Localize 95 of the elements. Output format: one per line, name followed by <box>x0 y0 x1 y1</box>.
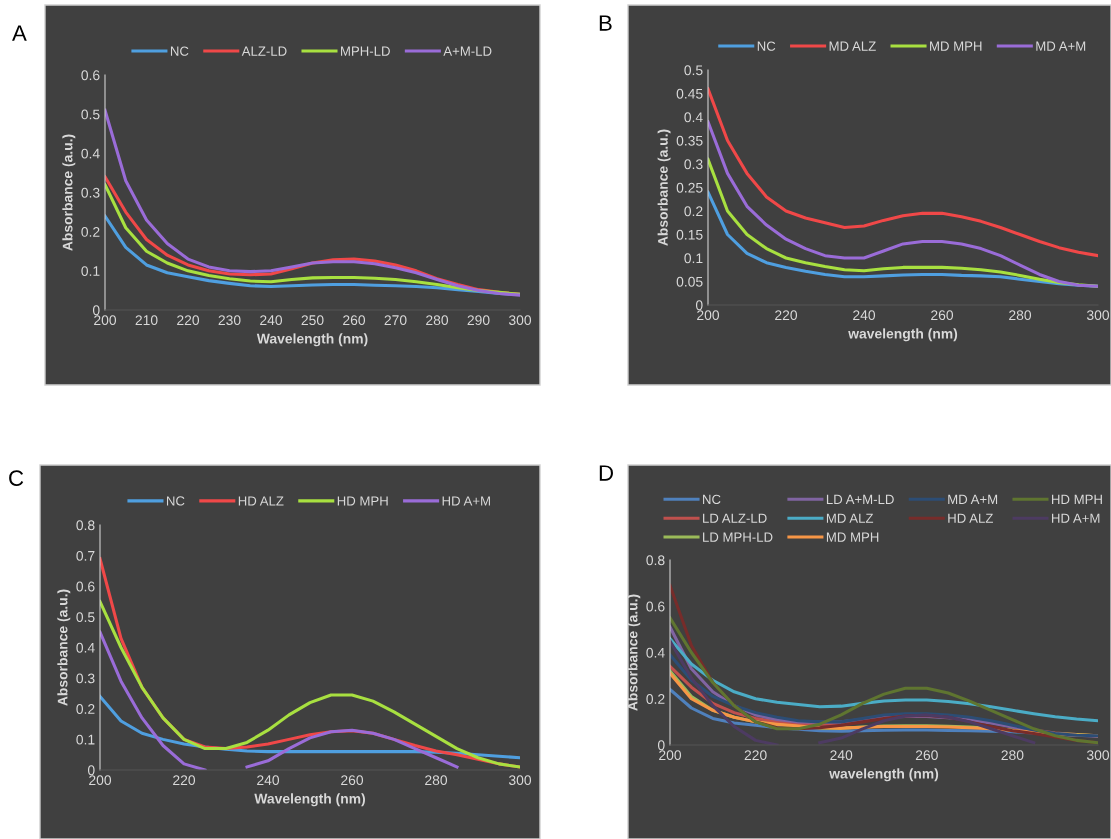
y-tick-label: 0 <box>657 740 665 751</box>
x-tick-label: 200 <box>94 315 117 326</box>
x-tick-label: 200 <box>659 750 682 761</box>
y-tick-label: 0.2 <box>81 227 100 237</box>
x-tick-label: 280 <box>425 775 448 786</box>
legend-label: NC <box>170 46 189 56</box>
legend-label: LD MPH-LD <box>703 532 773 542</box>
legend-label: MPH-LD <box>341 46 390 56</box>
x-tick-label: 220 <box>177 315 200 326</box>
y-tick-label: 0.4 <box>81 148 100 159</box>
chart-title: C <box>9 470 24 486</box>
legend-label: HD MPH <box>1052 494 1102 504</box>
legend-label: MD ALZ <box>829 41 876 51</box>
x-tick-label: 220 <box>744 750 767 761</box>
x-tick-label: 300 <box>508 775 532 786</box>
y-axis-title: Absorbance (a.u.) <box>62 134 76 251</box>
x-axis-title: wavelength (nm) <box>848 328 958 342</box>
y-tick-label: 0 <box>695 300 703 311</box>
x-tick-label: 240 <box>853 310 876 321</box>
y-tick-label: 0.1 <box>76 734 95 745</box>
y-tick-label: 0 <box>87 765 95 776</box>
legend-label: HD A+M <box>442 496 490 506</box>
x-tick-label: 240 <box>257 775 280 786</box>
legend-label: HD A+M <box>1052 513 1100 523</box>
x-tick-label: 240 <box>830 750 853 761</box>
legend-label: MD A+M <box>1036 41 1086 51</box>
y-tick-label: 0.6 <box>81 70 100 81</box>
y-tick-label: 0.05 <box>676 276 703 287</box>
legend-label: LD ALZ-LD <box>703 513 767 523</box>
x-tick-label: 300 <box>1086 750 1110 761</box>
y-tick-label: 0.2 <box>684 206 703 217</box>
x-tick-label: 300 <box>508 315 532 326</box>
x-tick-label: 260 <box>341 775 364 786</box>
y-axis-title: Absorbance (a.u.) <box>57 589 71 706</box>
y-tick-label: 0.4 <box>646 647 665 658</box>
y-tick-label: 0.3 <box>76 673 95 684</box>
chart-title: D <box>599 465 613 481</box>
legend-label: HD MPH <box>337 496 388 506</box>
legend-label: LD A+M-LD <box>826 494 894 504</box>
legend-label: NC <box>757 41 776 51</box>
y-tick-label: 0 <box>92 305 100 316</box>
x-tick-label: 260 <box>931 310 954 321</box>
legend-label: ALZ-LD <box>241 46 287 56</box>
y-tick-label: 0.3 <box>684 159 703 170</box>
y-tick-label: 0.5 <box>684 65 703 76</box>
x-tick-label: 240 <box>260 315 283 326</box>
x-axis-title: Wavelength (nm) <box>256 333 368 347</box>
y-tick-label: 0.45 <box>676 88 703 99</box>
x-tick-label: 290 <box>467 315 490 326</box>
y-tick-label: 0.4 <box>76 642 95 653</box>
y-tick-label: 0.3 <box>81 187 100 198</box>
x-tick-label: 220 <box>173 775 196 786</box>
x-tick-label: 280 <box>1009 310 1032 321</box>
x-tick-label: 250 <box>301 315 324 326</box>
x-axis-title: Wavelength (nm) <box>254 793 365 807</box>
x-tick-label: 270 <box>384 315 407 326</box>
legend-label: NC <box>166 496 185 506</box>
y-tick-label: 0.4 <box>684 112 703 123</box>
y-tick-label: 0.35 <box>676 135 703 146</box>
x-tick-label: 210 <box>135 315 158 326</box>
legend-label: MD A+M <box>948 494 998 504</box>
legend-label: NC <box>703 494 721 505</box>
x-tick-label: 230 <box>218 315 241 326</box>
y-tick-label: 0.15 <box>676 229 703 240</box>
y-tick-label: 0.5 <box>81 109 100 120</box>
legend-label: A+M-LD <box>443 46 492 56</box>
y-tick-label: 0.6 <box>646 601 665 612</box>
y-tick-label: 0.1 <box>81 266 100 276</box>
x-tick-label: 220 <box>775 310 798 321</box>
y-tick-label: 0.1 <box>684 253 703 264</box>
x-axis-title: wavelength (nm) <box>829 768 939 782</box>
x-tick-label: 280 <box>426 315 449 326</box>
y-tick-label: 0.2 <box>76 704 95 714</box>
legend-label: HD ALZ <box>238 496 284 506</box>
x-tick-label: 200 <box>89 775 112 786</box>
x-tick-label: 260 <box>915 750 938 761</box>
y-tick-label: 0.8 <box>646 555 665 566</box>
y-tick-label: 0.25 <box>676 182 703 193</box>
y-tick-label: 0.2 <box>646 694 665 704</box>
y-tick-label: 0.7 <box>76 550 95 561</box>
legend-label: MD MPH <box>930 41 982 51</box>
y-tick-label: 0.6 <box>76 581 95 592</box>
x-tick-label: 280 <box>1001 750 1024 761</box>
x-tick-label: 260 <box>343 315 366 326</box>
y-tick-label: 0.5 <box>76 612 95 623</box>
legend-label: MD ALZ <box>826 513 874 523</box>
chart-title: B <box>599 15 612 31</box>
legend-label: HD ALZ <box>948 513 993 523</box>
y-axis-title: Absorbance (a.u.) <box>627 594 641 711</box>
legend-label: MD MPH <box>826 532 879 542</box>
x-tick-label: 200 <box>697 310 720 321</box>
chart-title: A <box>12 25 27 41</box>
y-axis-title: Absorbance (a.u.) <box>657 129 671 246</box>
x-tick-label: 300 <box>1086 310 1110 321</box>
y-tick-label: 0.8 <box>76 520 95 531</box>
